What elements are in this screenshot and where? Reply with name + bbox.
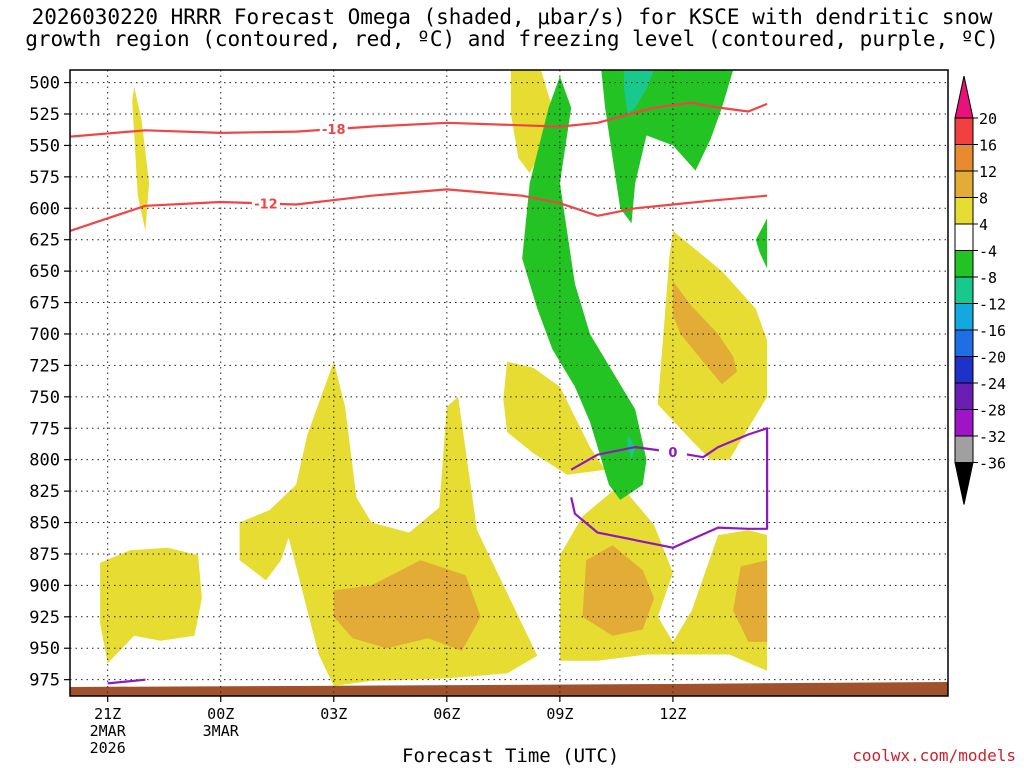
colorbar-label-0: 20	[979, 110, 997, 128]
ytick-label-700: 700	[29, 325, 60, 345]
contour-freezing-level	[570, 427, 769, 549]
xtick-label-21Z: 21Z	[94, 705, 121, 723]
ytick-label-775: 775	[29, 419, 60, 439]
ytick-label-600: 600	[29, 199, 60, 219]
ytick-label-525: 525	[29, 105, 60, 125]
omega-shading-layer	[100, 70, 768, 686]
xtick-label-09Z: 09Z	[546, 705, 573, 723]
colorbar-label-13: -36	[979, 455, 1006, 473]
colorbar-swatch-4	[954, 197, 974, 225]
contour-label-dgz-minus-18: -18	[322, 123, 346, 138]
ytick-label-950: 950	[29, 639, 60, 659]
omega-region-right-column-moderate-rise	[672, 281, 737, 385]
ytick-label-550: 550	[29, 136, 60, 156]
contour-label-bg-freezing-level	[658, 444, 687, 461]
colorbar-swatch-12	[954, 409, 974, 437]
ytick-label-825: 825	[29, 482, 60, 502]
ytick-label-800: 800	[29, 451, 60, 471]
site-credit: coolwx.com/models	[852, 746, 1016, 765]
xtick-sublabel-2MAR: 2MAR	[90, 722, 127, 740]
contour-label-freezing-level: 0	[668, 446, 677, 461]
colorbar-label-1: 16	[979, 137, 997, 155]
colorbar-label-11: -28	[979, 402, 1006, 420]
colorbar-swatch-8	[954, 303, 974, 331]
contour-label-bg-dgz-minus-12	[251, 195, 280, 212]
ytick-label-850: 850	[29, 514, 60, 534]
ytick-label-500: 500	[29, 74, 60, 94]
ytick-label-875: 875	[29, 545, 60, 565]
ytick-label-925: 925	[29, 608, 60, 628]
contour-dgz-minus-18	[70, 101, 768, 138]
contour-dgz-minus-12	[70, 188, 768, 232]
xtick-sublabel-2026: 2026	[90, 739, 126, 757]
omega-region-mid-right-weak-rise	[503, 361, 606, 475]
colorbar-label-2: 12	[979, 163, 997, 181]
colorbar-swatch-10	[954, 356, 974, 384]
contour-layer: -18 -12 0	[70, 101, 769, 685]
xtick-label-12Z: 12Z	[659, 705, 686, 723]
ytick-label-650: 650	[29, 262, 60, 282]
contour-label-dgz-minus-12: -12	[254, 197, 278, 212]
plot-frame	[69, 69, 949, 697]
xtick-label-06Z: 06Z	[433, 705, 460, 723]
ytick-label-975: 975	[29, 671, 60, 691]
colorbar-label-3: 8	[979, 190, 988, 208]
colorbar-swatch-9	[954, 329, 974, 357]
colorbar-label-4: 4	[979, 216, 988, 234]
colorbar-label-5: -4	[979, 243, 997, 261]
y-axis: 500 525 550 575 600 625 650 675 700 725 750 775 800 8…	[29, 74, 70, 691]
ytick-label-725: 725	[29, 356, 60, 376]
xtick-label-03Z: 03Z	[320, 705, 347, 723]
colorbar-label-6: -8	[979, 269, 997, 287]
colorbar-bottom-arrow	[954, 462, 974, 505]
terrain-band	[70, 681, 948, 696]
colorbar-label-8: -16	[979, 322, 1006, 340]
colorbar-swatch-6	[954, 250, 974, 278]
title-line-2: growth region (contoured, red, ºC) and f…	[25, 27, 999, 51]
contour-freezing-level-surface	[107, 678, 146, 685]
ytick-label-750: 750	[29, 388, 60, 408]
title-line-1: 2026030220 HRRR Forecast Omega (shaded, …	[31, 5, 993, 29]
ytick-label-900: 900	[29, 576, 60, 596]
ytick-label-575: 575	[29, 168, 60, 188]
omega-region-green-sinking-far-right	[755, 218, 768, 269]
omega-region-mid-block-moderate-rise	[333, 560, 481, 651]
colorbar-label-12: -32	[979, 428, 1006, 446]
omega-region-green-sinking-column	[522, 76, 647, 500]
colorbar-swatch-11	[954, 382, 974, 410]
colorbar-label-10: -24	[979, 375, 1006, 393]
xtick-sublabel-3MAR: 3MAR	[203, 722, 240, 740]
terrain-layer	[70, 681, 948, 696]
omega-region-low-left-weak-rise	[100, 547, 202, 664]
omega-region-upper-left-weak-rise	[132, 86, 150, 231]
colorbar-label-7: -12	[979, 296, 1006, 314]
xtick-label-00Z: 00Z	[207, 705, 234, 723]
colorbar-swatch-2	[954, 144, 974, 172]
grid-layer	[70, 70, 948, 696]
colorbar: 20 16 12 8 4 -4 -8 -12 -16 -20 -24 -28 -32 -36	[954, 75, 1006, 505]
colorbar-swatch-7	[954, 276, 974, 304]
colorbar-swatch-5	[954, 223, 974, 251]
colorbar-swatch-3	[954, 170, 974, 198]
omega-region-lower-right-moderate-rise	[582, 545, 655, 636]
omega-region-teal-sinking-core-upper	[623, 70, 655, 114]
ytick-label-625: 625	[29, 231, 60, 251]
ytick-label-675: 675	[29, 294, 60, 314]
colorbar-swatch-13	[954, 435, 974, 463]
omega-region-far-right-moderate-rise	[733, 560, 768, 642]
x-axis-title: Forecast Time (UTC)	[402, 745, 620, 767]
contour-label-bg-dgz-minus-18	[319, 121, 348, 138]
colorbar-swatch-1	[954, 117, 974, 145]
colorbar-label-9: -20	[979, 349, 1006, 367]
colorbar-top-arrow	[954, 75, 974, 119]
chart-title: 2026030220 HRRR Forecast Omega (shaded, …	[0, 6, 1024, 50]
